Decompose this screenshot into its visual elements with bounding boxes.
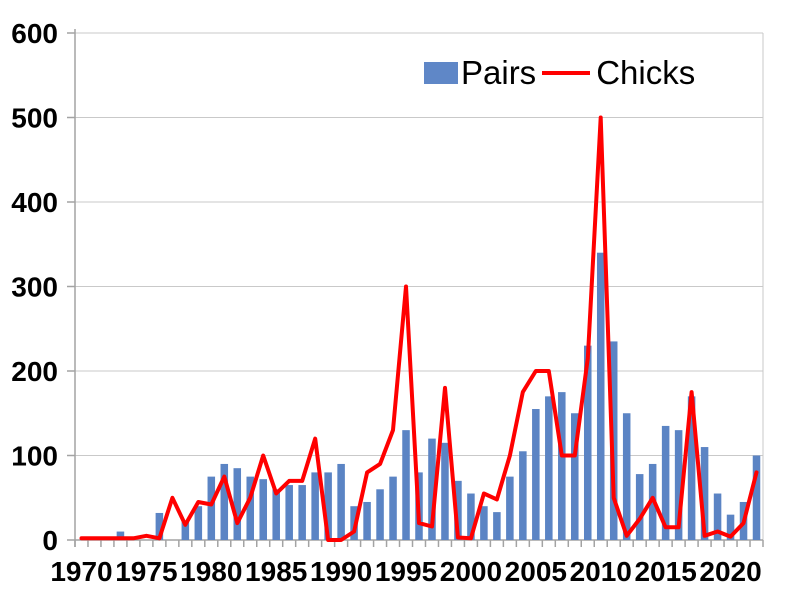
- bar-1988: [311, 472, 319, 540]
- bar-2022: [752, 455, 761, 540]
- bar-2012: [622, 413, 631, 540]
- bar-1987: [298, 485, 306, 540]
- x-axis-label-1980: 1980: [180, 556, 242, 587]
- pairs-legend-swatch: [424, 61, 458, 84]
- bar-2008: [571, 413, 579, 540]
- bar-2001: [480, 506, 488, 540]
- bar-1980: [207, 476, 216, 540]
- x-axis-label-2010: 2010: [570, 556, 632, 587]
- y-axis-label-500: 500: [11, 103, 58, 134]
- bar-1984: [259, 479, 267, 540]
- pairs-legend-label: Pairs: [461, 54, 537, 91]
- x-axis-label-1970: 1970: [50, 556, 112, 587]
- bar-1992: [363, 501, 371, 540]
- bar-2005: [532, 409, 540, 540]
- y-axis-label-0: 0: [42, 525, 58, 556]
- bar-1979: [194, 506, 203, 540]
- bar-2010: [596, 252, 605, 540]
- bar-1997: [428, 438, 436, 540]
- bar-2009: [583, 345, 592, 540]
- y-axis-label-400: 400: [11, 187, 58, 218]
- bar-1982: [233, 468, 242, 540]
- bar-2017: [687, 396, 696, 540]
- bar-1976: [155, 512, 164, 540]
- bar-1989: [324, 472, 332, 540]
- bar-1973: [116, 531, 125, 540]
- x-axis-label-1995: 1995: [375, 556, 437, 587]
- x-axis-label-2005: 2005: [505, 556, 567, 587]
- y-axis-label-300: 300: [11, 272, 58, 303]
- chart-legend: Pairs Chicks: [424, 56, 695, 89]
- x-axis-label-1990: 1990: [310, 556, 372, 587]
- x-axis-label-1985: 1985: [245, 556, 307, 587]
- chicks-line: [79, 115, 759, 542]
- bar-2019: [713, 493, 722, 540]
- bar-1993: [376, 489, 384, 540]
- bar-2006: [545, 396, 553, 540]
- bar-2015: [661, 425, 670, 540]
- bar-2000: [467, 493, 475, 540]
- bar-1978: [181, 521, 190, 540]
- bar-2018: [700, 447, 709, 540]
- bar-1990: [337, 463, 345, 540]
- y-axis-label-100: 100: [11, 441, 58, 472]
- x-axis-label-2020: 2020: [699, 556, 761, 587]
- y-axis-label-200: 200: [11, 356, 58, 387]
- chicks-legend-line: [542, 70, 591, 75]
- bar-2007: [558, 392, 566, 540]
- x-axis-label-2000: 2000: [440, 556, 502, 587]
- bar-1998: [441, 442, 449, 540]
- bar-1986: [285, 485, 293, 540]
- bar-2002: [493, 512, 501, 540]
- bar-2003: [506, 476, 514, 540]
- x-axis-label-2015: 2015: [634, 556, 696, 587]
- chicks-legend-label: Chicks: [596, 54, 696, 91]
- bar-1995: [402, 430, 410, 540]
- bar-2013: [635, 474, 644, 540]
- y-axis-label-600: 600: [11, 18, 58, 49]
- bar-1985: [272, 489, 280, 540]
- bar-2016: [674, 430, 683, 540]
- bar-2020: [726, 514, 735, 540]
- bar-2004: [519, 451, 527, 540]
- bar-1999: [454, 480, 462, 540]
- bar-1994: [389, 476, 397, 540]
- bar-1981: [220, 463, 229, 540]
- x-axis-label-1975: 1975: [115, 556, 177, 587]
- bar-1983: [246, 476, 255, 540]
